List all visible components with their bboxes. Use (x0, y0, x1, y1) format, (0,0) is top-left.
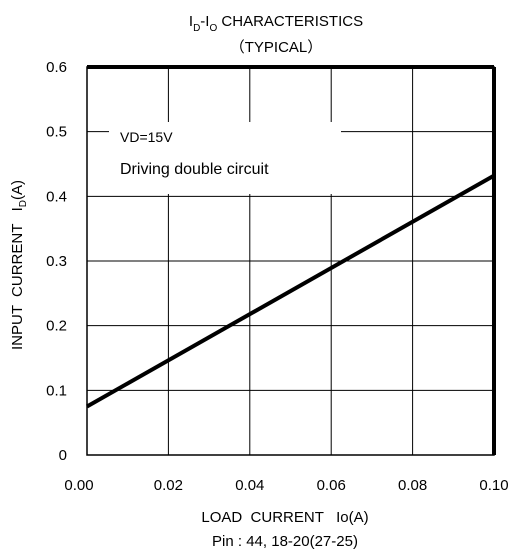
y-axis-label-sub: D (18, 200, 29, 207)
x-tick-label: 0.02 (154, 477, 183, 494)
x-tick-label: 0.04 (235, 477, 264, 494)
y-tick-label: 0.1 (46, 382, 67, 399)
title-sub-d: D (193, 23, 200, 34)
series (86, 173, 495, 409)
series-line-id (86, 173, 495, 409)
x-tick-labels: 0.00 0.02 0.04 0.06 0.08 0.10 (64, 477, 508, 494)
chart-note: Pin : 44, 18-20(27-25) (212, 533, 358, 550)
y-tick-labels: 0 0.1 0.2 0.3 0.4 0.5 0.6 (46, 59, 67, 464)
y-tick-label: 0.5 (46, 124, 67, 141)
y-axis-label: INPUT CURRENT ID(A) (9, 180, 29, 350)
x-tick-label: 0.10 (479, 477, 508, 494)
y-tick-label: 0.2 (46, 318, 67, 335)
y-tick-label: 0.4 (46, 188, 67, 205)
x-tick-label: 0.06 (317, 477, 346, 494)
y-tick-label: 0.6 (46, 59, 67, 76)
annotation-box (109, 122, 341, 194)
y-tick-label: 0 (59, 447, 67, 464)
chart-subtitle: （TYPICAL） (230, 39, 323, 56)
x-tick-label: 0.08 (398, 477, 427, 494)
y-tick-label: 0.3 (46, 253, 67, 270)
chart-title: ID-IO CHARACTERISTICS (189, 13, 363, 34)
title-sub-o: O (209, 23, 217, 34)
annotation-line-1: VD=15V (120, 129, 173, 145)
x-axis-label: LOAD CURRENT Io(A) (201, 509, 368, 526)
annotation-line-2: Driving double circuit (120, 161, 269, 178)
x-tick-label: 0.00 (64, 477, 93, 494)
